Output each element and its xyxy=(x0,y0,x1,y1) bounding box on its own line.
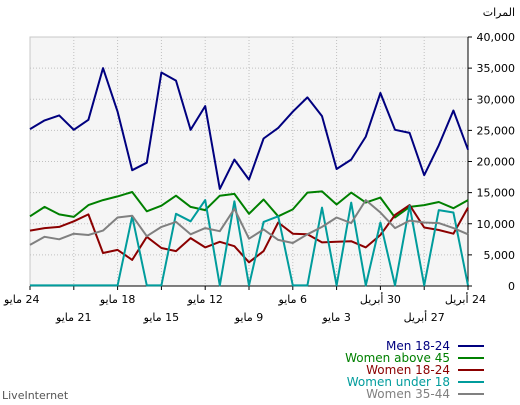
x-tick-label: 9 مايو xyxy=(234,311,263,324)
y-tick-label: 25,000 xyxy=(477,124,516,137)
y-tick-label: 10,000 xyxy=(477,218,516,231)
legend-label: Women 35-44 xyxy=(366,387,450,401)
series-line-men-18-24 xyxy=(29,67,469,190)
series-lines xyxy=(29,67,469,287)
y-tick-label: 40,000 xyxy=(477,31,516,44)
y-tick-label: 20,000 xyxy=(477,156,516,169)
legend-label: Men 18-24 xyxy=(386,339,450,353)
y-axis-label: المرات xyxy=(483,6,515,19)
y-tick-label: 15,000 xyxy=(477,187,516,200)
x-tick-label: 15 مايو xyxy=(143,311,179,324)
grid xyxy=(30,37,468,286)
y-tick-label: 5,000 xyxy=(484,249,516,262)
brand-label: LiveInternet xyxy=(2,389,69,402)
legend-label: Women under 18 xyxy=(347,375,450,389)
series-line-women-under-18 xyxy=(30,199,469,287)
legend-label: Women 18-24 xyxy=(366,363,450,377)
series-line-women-35-44 xyxy=(29,199,469,246)
x-tick-label: 24 أبريل xyxy=(445,292,486,306)
x-tick-label: 12 مايو xyxy=(186,293,222,306)
y-tick-label: 0 xyxy=(508,280,515,293)
y-axis: 0 5,000 10,000 15,000 20,000 25,000 30,000 35,0… xyxy=(467,31,516,293)
series-line-women-18-24 xyxy=(29,204,469,264)
legend-label: Women above 45 xyxy=(345,351,450,365)
y-tick-label: 35,000 xyxy=(477,62,516,75)
x-tick-label: 3 مايو xyxy=(321,311,350,324)
x-tick-label: 30 أبريل xyxy=(360,292,401,306)
x-tick-label: 18 مايو xyxy=(99,293,135,306)
series-line-women-above-45 xyxy=(29,190,469,219)
y-tick-label: 30,000 xyxy=(477,93,516,106)
x-tick-label: 24 مايو xyxy=(3,293,39,306)
x-tick-label: 6 مايو xyxy=(278,293,307,306)
x-tick-label: 27 أبريل xyxy=(404,310,445,324)
x-tick-label: 21 مايو xyxy=(55,311,91,324)
